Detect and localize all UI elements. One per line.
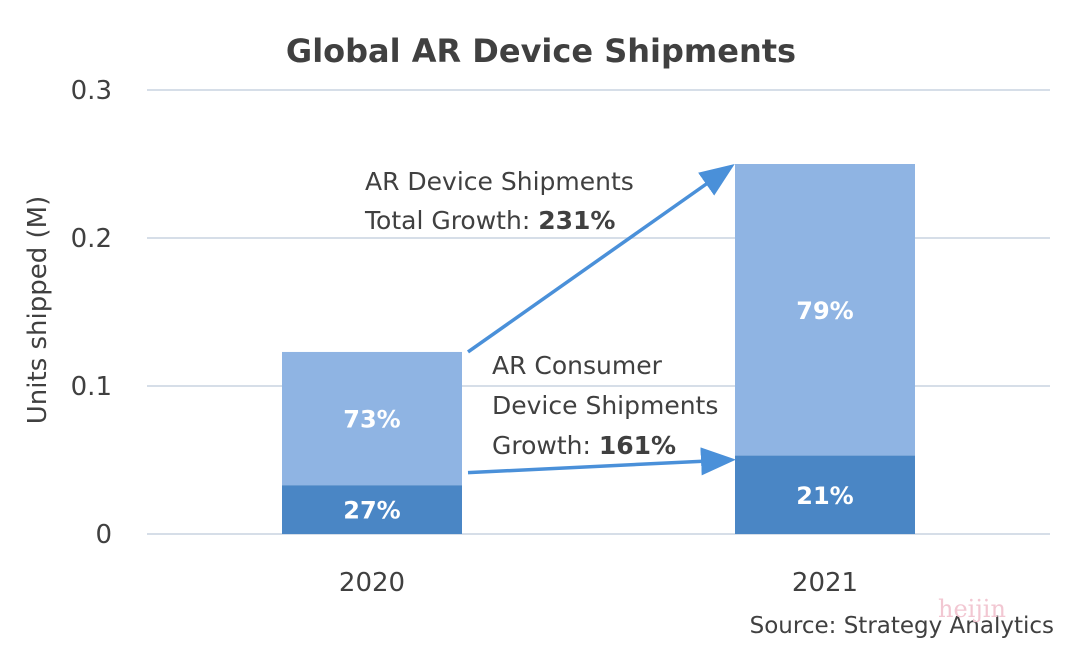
bar-percent-label: 79%: [796, 297, 853, 325]
x-tick-label: 2021: [792, 568, 858, 598]
annotation-text: AR Device Shipments: [365, 167, 634, 196]
annotation-text: Device Shipments: [492, 391, 718, 420]
growth-arrow: [466, 163, 735, 354]
annotation-line: Device Shipments: [492, 391, 718, 420]
bar-segment: [282, 351, 462, 486]
y-tick-label: 0.1: [71, 372, 112, 402]
bar-segment: [282, 485, 462, 534]
bar-percent-label: 21%: [796, 482, 853, 510]
y-tick-label: 0.3: [71, 76, 112, 106]
annotation-text: Total Growth:: [364, 206, 538, 235]
bars: [282, 164, 915, 534]
growth-arrows: [466, 163, 736, 476]
y-tick-label: 0.2: [71, 224, 112, 254]
bar-percent-label: 73%: [343, 406, 400, 434]
y-tick-label: 0: [95, 520, 112, 550]
annotation-text: AR Consumer: [492, 351, 663, 380]
annotation-line: Total Growth: 231%: [364, 206, 615, 235]
annotation-growth-value: 231%: [538, 206, 615, 235]
annotation-line: AR Consumer: [492, 351, 663, 380]
annotation-line: Growth: 161%: [492, 431, 676, 460]
bar-segment: [735, 455, 915, 534]
source-note: Source: Strategy Analytics: [750, 613, 1054, 639]
growth-arrow: [467, 447, 736, 476]
x-tick-label: 2020: [339, 568, 405, 598]
bar-percent-label: 27%: [343, 497, 400, 525]
watermark: heijin: [938, 595, 1006, 623]
annotation-growth-value: 161%: [599, 431, 676, 460]
annotation-line: AR Device Shipments: [365, 167, 634, 196]
annotation-text: Growth:: [492, 431, 599, 460]
chart-title: Global AR Device Shipments: [286, 32, 796, 70]
labels: 0 0.1 0.2 0.3 27% 73% 2020 21% 79% 2021 AR Device …: [71, 76, 858, 598]
y-axis-title: Units shipped (M): [23, 196, 53, 424]
bar-segment: [735, 164, 915, 456]
